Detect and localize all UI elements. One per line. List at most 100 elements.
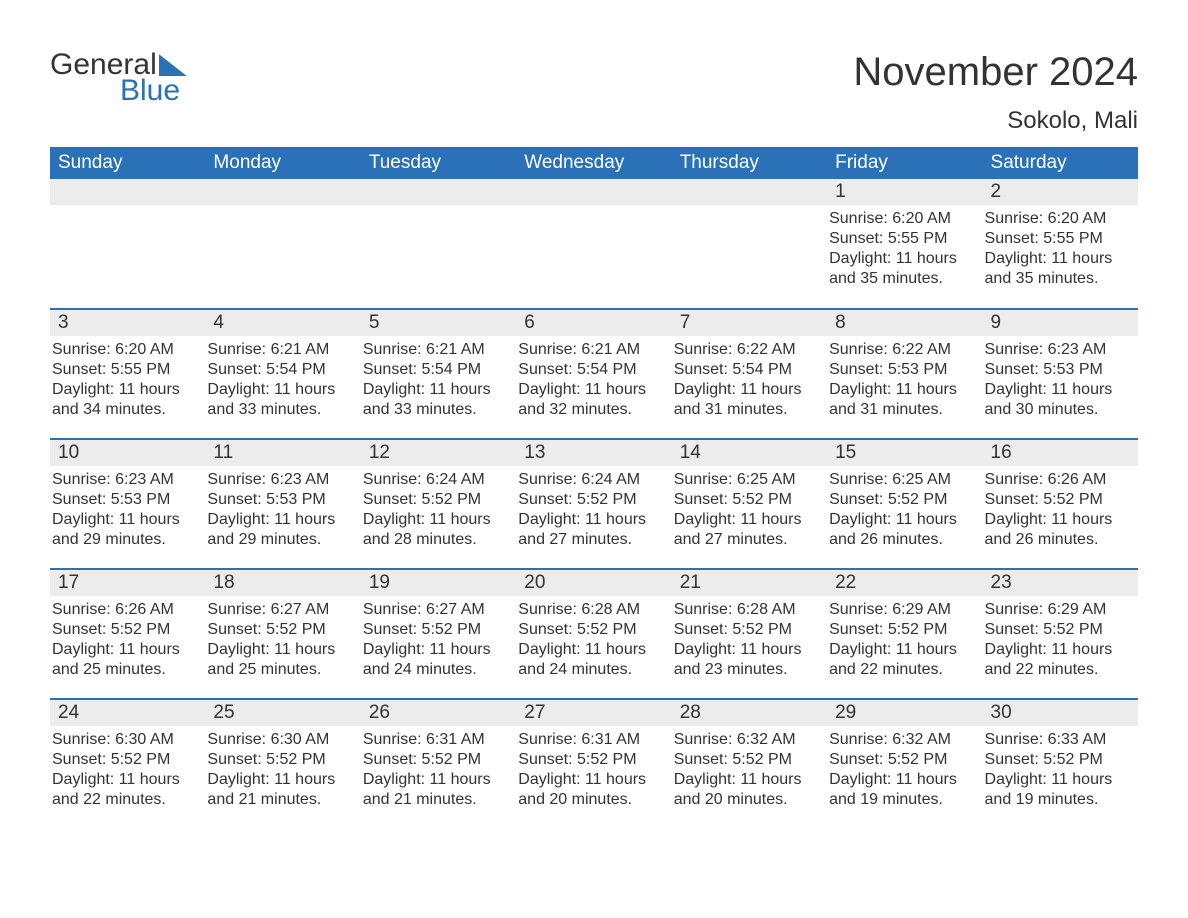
day-sunrise: Sunrise: 6:28 AM [518,600,669,620]
calendar-cell: 3Sunrise: 6:20 AMSunset: 5:55 PMDaylight… [50,309,205,439]
day-number-empty [672,179,827,205]
day-details: Sunrise: 6:23 AMSunset: 5:53 PMDaylight:… [983,336,1138,422]
day-day2: and 32 minutes. [518,400,669,420]
day-details: Sunrise: 6:28 AMSunset: 5:52 PMDaylight:… [672,596,827,682]
day-day1: Daylight: 11 hours [985,510,1136,530]
calendar-row: 1Sunrise: 6:20 AMSunset: 5:55 PMDaylight… [50,179,1138,309]
day-number: 18 [205,570,360,596]
calendar-cell: 5Sunrise: 6:21 AMSunset: 5:54 PMDaylight… [361,309,516,439]
day-day1: Daylight: 11 hours [363,640,514,660]
day-number: 24 [50,700,205,726]
page-header: General Blue November 2024 Sokolo, Mali [50,50,1138,135]
day-sunrise: Sunrise: 6:24 AM [518,470,669,490]
day-number: 2 [983,179,1138,205]
day-day1: Daylight: 11 hours [52,380,203,400]
day-sunset: Sunset: 5:52 PM [985,620,1136,640]
day-number: 21 [672,570,827,596]
day-day2: and 21 minutes. [363,790,514,810]
calendar-cell: 15Sunrise: 6:25 AMSunset: 5:52 PMDayligh… [827,439,982,569]
day-sunset: Sunset: 5:52 PM [207,620,358,640]
calendar-cell: 19Sunrise: 6:27 AMSunset: 5:52 PMDayligh… [361,569,516,699]
brand-word2: Blue [120,76,187,106]
day-sunrise: Sunrise: 6:21 AM [518,340,669,360]
day-day2: and 34 minutes. [52,400,203,420]
day-sunset: Sunset: 5:52 PM [674,620,825,640]
day-number: 25 [205,700,360,726]
day-day1: Daylight: 11 hours [207,770,358,790]
day-day1: Daylight: 11 hours [829,640,980,660]
day-day1: Daylight: 11 hours [363,380,514,400]
day-details: Sunrise: 6:23 AMSunset: 5:53 PMDaylight:… [205,466,360,552]
day-number: 4 [205,310,360,336]
day-sunset: Sunset: 5:55 PM [985,229,1136,249]
day-number: 6 [516,310,671,336]
day-sunset: Sunset: 5:52 PM [363,750,514,770]
day-day1: Daylight: 11 hours [985,380,1136,400]
day-sunset: Sunset: 5:53 PM [52,490,203,510]
day-number: 26 [361,700,516,726]
day-day1: Daylight: 11 hours [518,380,669,400]
day-details: Sunrise: 6:26 AMSunset: 5:52 PMDaylight:… [983,466,1138,552]
day-day1: Daylight: 11 hours [674,770,825,790]
day-sunset: Sunset: 5:52 PM [518,490,669,510]
day-sunset: Sunset: 5:52 PM [518,750,669,770]
calendar-cell: 9Sunrise: 6:23 AMSunset: 5:53 PMDaylight… [983,309,1138,439]
title-block: November 2024 Sokolo, Mali [853,50,1138,135]
day-day1: Daylight: 11 hours [207,510,358,530]
day-header: Friday [827,147,982,179]
day-sunset: Sunset: 5:52 PM [363,490,514,510]
day-number: 30 [983,700,1138,726]
calendar-cell: 27Sunrise: 6:31 AMSunset: 5:52 PMDayligh… [516,699,671,829]
day-day1: Daylight: 11 hours [829,770,980,790]
day-number: 23 [983,570,1138,596]
day-details: Sunrise: 6:30 AMSunset: 5:52 PMDaylight:… [205,726,360,812]
calendar-cell: 1Sunrise: 6:20 AMSunset: 5:55 PMDaylight… [827,179,982,309]
calendar-cell: 7Sunrise: 6:22 AMSunset: 5:54 PMDaylight… [672,309,827,439]
day-details: Sunrise: 6:25 AMSunset: 5:52 PMDaylight:… [672,466,827,552]
day-details: Sunrise: 6:20 AMSunset: 5:55 PMDaylight:… [827,205,982,291]
day-day1: Daylight: 11 hours [363,770,514,790]
calendar-cell: 16Sunrise: 6:26 AMSunset: 5:52 PMDayligh… [983,439,1138,569]
day-sunrise: Sunrise: 6:27 AM [207,600,358,620]
day-details: Sunrise: 6:25 AMSunset: 5:52 PMDaylight:… [827,466,982,552]
day-sunrise: Sunrise: 6:22 AM [829,340,980,360]
day-day1: Daylight: 11 hours [52,640,203,660]
day-number: 15 [827,440,982,466]
day-number: 8 [827,310,982,336]
day-number-empty [361,179,516,205]
day-sunset: Sunset: 5:54 PM [674,360,825,380]
day-details: Sunrise: 6:29 AMSunset: 5:52 PMDaylight:… [983,596,1138,682]
day-sunrise: Sunrise: 6:25 AM [674,470,825,490]
day-sunset: Sunset: 5:52 PM [829,490,980,510]
day-number: 10 [50,440,205,466]
day-sunrise: Sunrise: 6:28 AM [674,600,825,620]
day-sunset: Sunset: 5:54 PM [207,360,358,380]
day-number: 13 [516,440,671,466]
day-sunrise: Sunrise: 6:31 AM [518,730,669,750]
day-sunset: Sunset: 5:55 PM [829,229,980,249]
day-header: Sunday [50,147,205,179]
day-day2: and 19 minutes. [829,790,980,810]
calendar-cell: 13Sunrise: 6:24 AMSunset: 5:52 PMDayligh… [516,439,671,569]
day-sunrise: Sunrise: 6:26 AM [985,470,1136,490]
day-day1: Daylight: 11 hours [674,380,825,400]
calendar-cell: 23Sunrise: 6:29 AMSunset: 5:52 PMDayligh… [983,569,1138,699]
day-day2: and 27 minutes. [518,530,669,550]
day-sunrise: Sunrise: 6:32 AM [829,730,980,750]
day-details: Sunrise: 6:21 AMSunset: 5:54 PMDaylight:… [361,336,516,422]
calendar-cell: 20Sunrise: 6:28 AMSunset: 5:52 PMDayligh… [516,569,671,699]
calendar-cell: 6Sunrise: 6:21 AMSunset: 5:54 PMDaylight… [516,309,671,439]
day-number: 7 [672,310,827,336]
day-day1: Daylight: 11 hours [985,770,1136,790]
calendar-body: 1Sunrise: 6:20 AMSunset: 5:55 PMDaylight… [50,179,1138,829]
day-sunrise: Sunrise: 6:23 AM [985,340,1136,360]
day-number: 28 [672,700,827,726]
day-header: Wednesday [516,147,671,179]
day-day2: and 24 minutes. [518,660,669,680]
day-sunset: Sunset: 5:52 PM [985,750,1136,770]
day-day2: and 35 minutes. [829,269,980,289]
day-sunrise: Sunrise: 6:26 AM [52,600,203,620]
day-day2: and 20 minutes. [674,790,825,810]
calendar-cell: 24Sunrise: 6:30 AMSunset: 5:52 PMDayligh… [50,699,205,829]
day-sunrise: Sunrise: 6:29 AM [829,600,980,620]
